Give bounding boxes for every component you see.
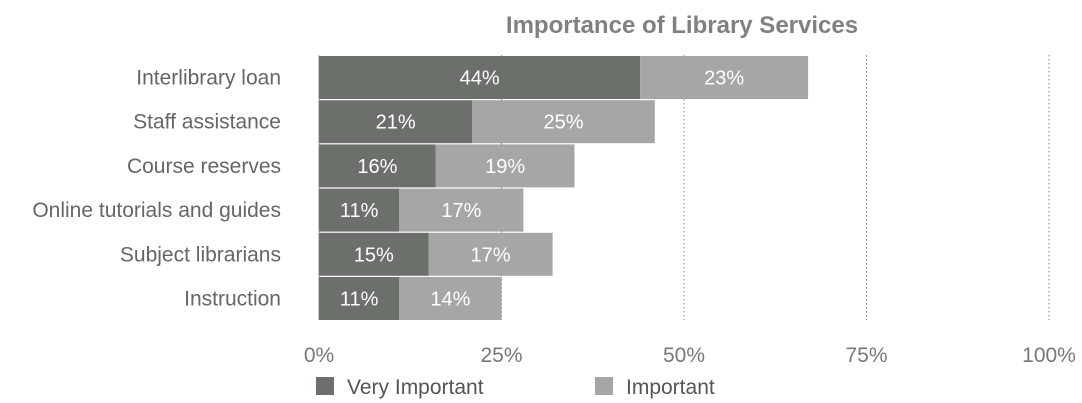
x-tick-label: 75%: [845, 344, 887, 367]
data-label: 15%: [354, 244, 394, 266]
data-label: 25%: [544, 112, 584, 134]
category-label: Instruction: [184, 288, 281, 311]
bar-segment: [319, 56, 641, 99]
bar-segment: [319, 232, 429, 276]
legend-label: Important: [626, 376, 715, 399]
data-label: 17%: [441, 200, 481, 222]
data-label: 19%: [485, 156, 525, 178]
data-label: 11%: [340, 289, 379, 311]
data-label: 17%: [471, 244, 511, 266]
bar-segment: [435, 144, 575, 188]
bar-segment: [319, 100, 473, 144]
data-label: 21%: [376, 112, 416, 134]
category-label: Course reserves: [127, 155, 281, 178]
category-label: Subject librarians: [120, 243, 281, 266]
bars: 44% 23% 21% 25% 16% 19% 11% 17% 15% 17% 11% 14%: [319, 56, 809, 320]
data-label: 11%: [340, 200, 379, 222]
category-labels: Interlibrary loan Staff assistance Course …: [32, 67, 281, 311]
x-tick-label: 25%: [480, 344, 522, 367]
chart-title: Importance of Library Services: [506, 12, 858, 39]
bar-segment: [319, 277, 400, 320]
x-axis-ticks: 0% 25% 50% 75% 100%: [304, 344, 1076, 367]
legend-label: Very Important: [347, 376, 484, 399]
x-tick-label: 50%: [663, 344, 705, 367]
category-label: Online tutorials and guides: [32, 199, 281, 222]
x-tick-label: 100%: [1022, 344, 1076, 367]
data-label: 16%: [357, 156, 397, 178]
bar-segment: [472, 100, 655, 144]
category-label: Staff assistance: [133, 111, 281, 134]
data-label: 44%: [460, 68, 500, 90]
data-label: 23%: [704, 68, 744, 90]
gridlines: [318, 55, 1050, 320]
bar-segment: [399, 277, 502, 320]
bar-segment: [399, 188, 524, 232]
category-label: Interlibrary loan: [136, 67, 281, 90]
bar-segment: [428, 232, 553, 276]
bar-segment: [319, 188, 400, 232]
legend-swatch: [316, 377, 334, 395]
legend: Very Important Important: [316, 376, 715, 399]
data-label: 14%: [430, 289, 470, 311]
legend-swatch: [595, 377, 613, 395]
bar-segment: [319, 144, 436, 188]
bar-segment: [640, 56, 809, 99]
x-tick-label: 0%: [304, 344, 334, 367]
